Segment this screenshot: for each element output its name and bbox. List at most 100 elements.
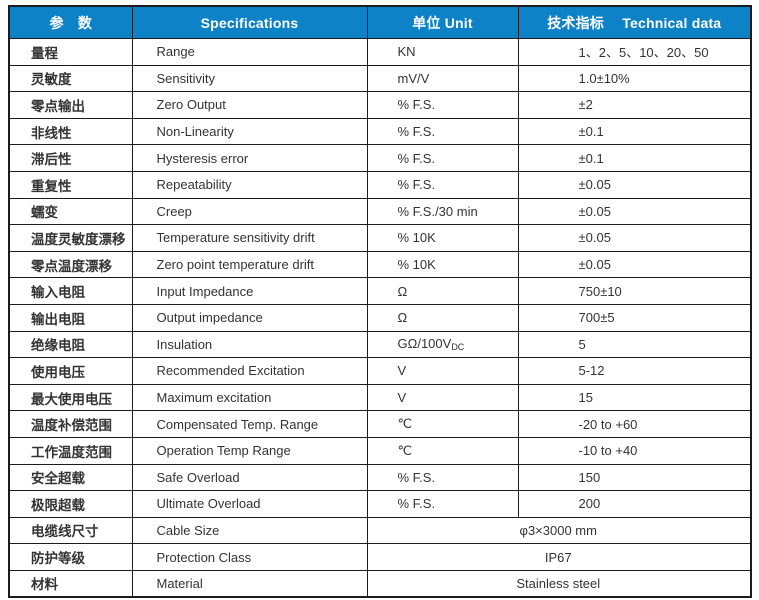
spec-en: Maximum excitation — [131, 383, 368, 412]
value-cell: -20 to +60 — [517, 410, 752, 438]
unit-cell: V — [366, 357, 519, 385]
spec-en: Repeatability — [131, 170, 368, 199]
table-row: 蠕变 Creep % F.S./30 min ±0.05 — [8, 197, 752, 226]
param-zh: 灵敏度 — [8, 64, 133, 93]
unit-cell: % F.S. — [366, 91, 519, 119]
unit-cell: % F.S. — [366, 170, 519, 199]
value-cell: ±0.05 — [517, 224, 752, 252]
unit-subscript: DC — [451, 342, 465, 353]
table-row: 温度灵敏度漂移 Temperature sensitivity drift % … — [8, 224, 752, 252]
table-row: 温度补偿范围 Compensated Temp. Range ℃ -20 to … — [8, 410, 752, 438]
param-zh: 工作温度范围 — [8, 436, 133, 465]
param-zh: 温度补偿范围 — [8, 410, 133, 438]
spec-en: Input Impedance — [131, 277, 368, 305]
value-cell: ±0.05 — [517, 197, 752, 226]
table-row: 最大使用电压 Maximum excitation V 15 — [8, 383, 752, 412]
value-cell: ±0.05 — [517, 170, 752, 199]
param-zh: 材料 — [8, 569, 133, 598]
value-cell: ±2 — [517, 91, 752, 119]
spec-en: Creep — [131, 197, 368, 226]
param-zh: 极限超载 — [8, 490, 133, 518]
param-zh: 输入电阻 — [8, 277, 133, 305]
spec-en: Output impedance — [131, 303, 368, 332]
param-zh: 最大使用电压 — [8, 383, 133, 412]
table-row: 输出电阻 Output impedance Ω 700±5 — [8, 303, 752, 332]
unit-cell: Ω — [366, 303, 519, 332]
unit-cell: % F.S. — [366, 490, 519, 518]
unit-cell: % F.S. — [366, 463, 519, 492]
value-cell: 200 — [517, 490, 752, 518]
spec-en: Ultimate Overload — [131, 490, 368, 518]
header-row: 参 数 Specifications 单位 Unit 技术指标 Technica… — [8, 5, 752, 39]
unit-cell: % 10K — [366, 224, 519, 252]
merged-value-cell: φ3×3000 mm — [366, 516, 752, 545]
spec-en: Insulation — [131, 330, 368, 359]
param-zh: 滞后性 — [8, 144, 133, 172]
param-zh: 安全超载 — [8, 463, 133, 492]
merged-value-cell: Stainless steel — [366, 569, 752, 598]
unit-cell: % 10K — [366, 250, 519, 279]
unit-cell: GΩ/100VDC — [366, 330, 519, 359]
spec-en: Safe Overload — [131, 463, 368, 492]
param-zh: 绝缘电阻 — [8, 330, 133, 359]
spec-en: Temperature sensitivity drift — [131, 224, 368, 252]
spec-en: Protection Class — [131, 543, 368, 571]
unit-cell: KN — [366, 38, 519, 66]
table-row: 使用电压 Recommended Excitation V 5-12 — [8, 357, 752, 385]
unit-cell: % F.S./30 min — [366, 197, 519, 226]
param-zh: 输出电阻 — [8, 303, 133, 332]
spec-en: Range — [131, 38, 368, 66]
value-cell: 5 — [517, 330, 752, 359]
table-header: 参 数 Specifications 单位 Unit 技术指标 Technica… — [8, 5, 752, 39]
table-row: 安全超载 Safe Overload % F.S. 150 — [8, 463, 752, 492]
param-zh: 重复性 — [8, 170, 133, 199]
table-row: 灵敏度 Sensitivity mV/V 1.0±10% — [8, 64, 752, 93]
param-zh: 蠕变 — [8, 197, 133, 226]
param-zh: 零点温度漂移 — [8, 250, 133, 279]
spec-en: Sensitivity — [131, 64, 368, 93]
spec-en: Operation Temp Range — [131, 436, 368, 465]
header-tech-data: 技术指标 Technical data — [517, 5, 752, 39]
table-body: 量程 Range KN 1、2、5、10、20、50 灵敏度 Sensitivi… — [8, 38, 752, 598]
table-row: 极限超载 Ultimate Overload % F.S. 200 — [8, 490, 752, 518]
unit-cell: % F.S. — [366, 144, 519, 172]
unit-cell: V — [366, 383, 519, 412]
param-zh: 防护等级 — [8, 543, 133, 571]
table-row: 量程 Range KN 1、2、5、10、20、50 — [8, 38, 752, 66]
unit-cell: % F.S. — [366, 117, 519, 146]
param-zh: 零点输出 — [8, 91, 133, 119]
spec-en: Zero point temperature drift — [131, 250, 368, 279]
table-row: 材料 Material Stainless steel — [8, 569, 752, 598]
unit-cell: mV/V — [366, 64, 519, 93]
spec-en: Non-Linearity — [131, 117, 368, 146]
table-row: 零点输出 Zero Output % F.S. ±2 — [8, 91, 752, 119]
table-row: 非线性 Non-Linearity % F.S. ±0.1 — [8, 117, 752, 146]
unit-cell: ℃ — [366, 436, 519, 465]
param-zh: 使用电压 — [8, 357, 133, 385]
value-cell: 15 — [517, 383, 752, 412]
value-cell: ±0.05 — [517, 250, 752, 279]
table-row: 绝缘电阻 Insulation GΩ/100VDC 5 — [8, 330, 752, 359]
value-cell: ±0.1 — [517, 117, 752, 146]
value-cell: 5-12 — [517, 357, 752, 385]
value-cell: ±0.1 — [517, 144, 752, 172]
param-zh: 量程 — [8, 38, 133, 66]
spec-en: Material — [131, 569, 368, 598]
table-row: 输入电阻 Input Impedance Ω 750±10 — [8, 277, 752, 305]
value-cell: -10 to +40 — [517, 436, 752, 465]
param-zh: 电缆线尺寸 — [8, 516, 133, 545]
unit-cell: ℃ — [366, 410, 519, 438]
header-spec: Specifications — [131, 5, 368, 39]
value-cell: 150 — [517, 463, 752, 492]
value-cell: 1.0±10% — [517, 64, 752, 93]
table-row: 滞后性 Hysteresis error % F.S. ±0.1 — [8, 144, 752, 172]
header-param: 参 数 — [8, 5, 133, 39]
merged-value-cell: IP67 — [366, 543, 752, 571]
unit-text: GΩ/100V — [397, 336, 452, 352]
spec-en: Zero Output — [131, 91, 368, 119]
unit-cell: Ω — [366, 277, 519, 305]
table-row: 重复性 Repeatability % F.S. ±0.05 — [8, 170, 752, 199]
table-row: 工作温度范围 Operation Temp Range ℃ -10 to +40 — [8, 436, 752, 465]
table-row: 零点温度漂移 Zero point temperature drift % 10… — [8, 250, 752, 279]
value-cell: 700±5 — [517, 303, 752, 332]
